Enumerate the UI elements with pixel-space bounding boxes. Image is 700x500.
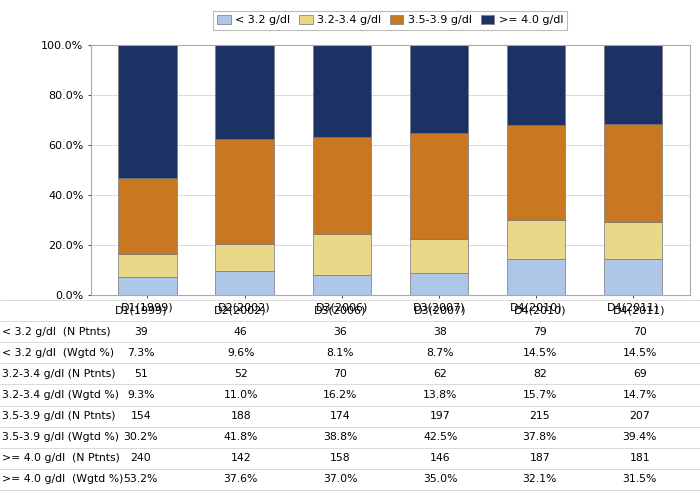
Text: 187: 187: [530, 454, 550, 464]
Text: D2(2002): D2(2002): [214, 306, 267, 316]
Bar: [118, 277, 176, 295]
Text: 15.7%: 15.7%: [523, 390, 557, 400]
Bar: [216, 139, 274, 244]
Text: D3(2006): D3(2006): [314, 306, 367, 316]
Text: 9.3%: 9.3%: [127, 390, 155, 400]
Text: 181: 181: [629, 454, 650, 464]
Text: 215: 215: [530, 411, 550, 421]
Bar: [410, 273, 468, 295]
Bar: [507, 220, 565, 259]
Text: 14.5%: 14.5%: [523, 348, 557, 358]
Text: 39: 39: [134, 326, 148, 336]
Text: 188: 188: [230, 411, 251, 421]
Legend: < 3.2 g/dl, 3.2-3.4 g/dl, 3.5-3.9 g/dl, >= 4.0 g/dl: < 3.2 g/dl, 3.2-3.4 g/dl, 3.5-3.9 g/dl, …: [213, 10, 568, 30]
Text: 53.2%: 53.2%: [124, 474, 158, 484]
Bar: [604, 45, 662, 124]
Text: 146: 146: [430, 454, 450, 464]
Text: D3(2007): D3(2007): [414, 306, 466, 316]
Text: 3.2-3.4 g/dl (Wgtd %): 3.2-3.4 g/dl (Wgtd %): [2, 390, 119, 400]
Bar: [216, 271, 274, 295]
Bar: [312, 45, 371, 137]
Text: >= 4.0 g/dl  (Wgtd %): >= 4.0 g/dl (Wgtd %): [2, 474, 123, 484]
Text: 39.4%: 39.4%: [622, 432, 657, 442]
Bar: [604, 222, 662, 259]
Text: 70: 70: [633, 326, 647, 336]
Text: 37.6%: 37.6%: [223, 474, 258, 484]
Text: 62: 62: [433, 369, 447, 379]
Text: < 3.2 g/dl  (N Ptnts): < 3.2 g/dl (N Ptnts): [2, 326, 111, 336]
Text: >= 4.0 g/dl  (N Ptnts): >= 4.0 g/dl (N Ptnts): [2, 454, 120, 464]
Text: 207: 207: [629, 411, 650, 421]
Text: 31.5%: 31.5%: [622, 474, 657, 484]
Text: 3.5-3.9 g/dl (Wgtd %): 3.5-3.9 g/dl (Wgtd %): [2, 432, 119, 442]
Bar: [312, 275, 371, 295]
Bar: [216, 244, 274, 271]
Bar: [312, 137, 371, 234]
Text: 3.5-3.9 g/dl (N Ptnts): 3.5-3.9 g/dl (N Ptnts): [2, 411, 116, 421]
Text: 30.2%: 30.2%: [124, 432, 158, 442]
Bar: [312, 234, 371, 275]
Text: 142: 142: [230, 454, 251, 464]
Text: 38.8%: 38.8%: [323, 432, 358, 442]
Bar: [410, 45, 468, 132]
Text: 3.2-3.4 g/dl (N Ptnts): 3.2-3.4 g/dl (N Ptnts): [2, 369, 116, 379]
Text: 7.3%: 7.3%: [127, 348, 155, 358]
Bar: [118, 45, 176, 178]
Bar: [410, 132, 468, 239]
Text: D1(1999): D1(1999): [115, 306, 167, 316]
Text: 13.8%: 13.8%: [423, 390, 457, 400]
Text: 70: 70: [333, 369, 347, 379]
Text: 11.0%: 11.0%: [223, 390, 258, 400]
Text: 46: 46: [234, 326, 248, 336]
Text: 8.7%: 8.7%: [426, 348, 454, 358]
Text: 69: 69: [633, 369, 647, 379]
Text: 41.8%: 41.8%: [223, 432, 258, 442]
Text: D4(2010): D4(2010): [514, 306, 566, 316]
Text: 37.8%: 37.8%: [523, 432, 557, 442]
Text: 16.2%: 16.2%: [323, 390, 358, 400]
Text: 36: 36: [333, 326, 347, 336]
Text: 158: 158: [330, 454, 351, 464]
Bar: [604, 259, 662, 295]
Text: 240: 240: [130, 454, 151, 464]
Bar: [604, 124, 662, 222]
Text: 38: 38: [433, 326, 447, 336]
Text: 197: 197: [430, 411, 450, 421]
Text: 174: 174: [330, 411, 351, 421]
Bar: [118, 178, 176, 254]
Text: 32.1%: 32.1%: [523, 474, 557, 484]
Text: 51: 51: [134, 369, 148, 379]
Text: < 3.2 g/dl  (Wgtd %): < 3.2 g/dl (Wgtd %): [2, 348, 114, 358]
Text: 14.7%: 14.7%: [622, 390, 657, 400]
Bar: [118, 254, 176, 277]
Bar: [507, 259, 565, 295]
Bar: [410, 239, 468, 273]
Text: 37.0%: 37.0%: [323, 474, 358, 484]
Bar: [216, 45, 274, 139]
Text: 154: 154: [131, 411, 151, 421]
Text: 8.1%: 8.1%: [327, 348, 354, 358]
Text: D4(2011): D4(2011): [613, 306, 666, 316]
Bar: [507, 125, 565, 220]
Text: 9.6%: 9.6%: [227, 348, 254, 358]
Text: 82: 82: [533, 369, 547, 379]
Text: 42.5%: 42.5%: [423, 432, 457, 442]
Text: 14.5%: 14.5%: [622, 348, 657, 358]
Text: 79: 79: [533, 326, 547, 336]
Text: 52: 52: [234, 369, 248, 379]
Bar: [507, 45, 565, 125]
Text: 35.0%: 35.0%: [423, 474, 457, 484]
